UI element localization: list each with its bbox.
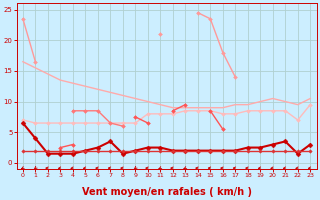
X-axis label: Vent moyen/en rafales ( km/h ): Vent moyen/en rafales ( km/h ) [82,187,252,197]
